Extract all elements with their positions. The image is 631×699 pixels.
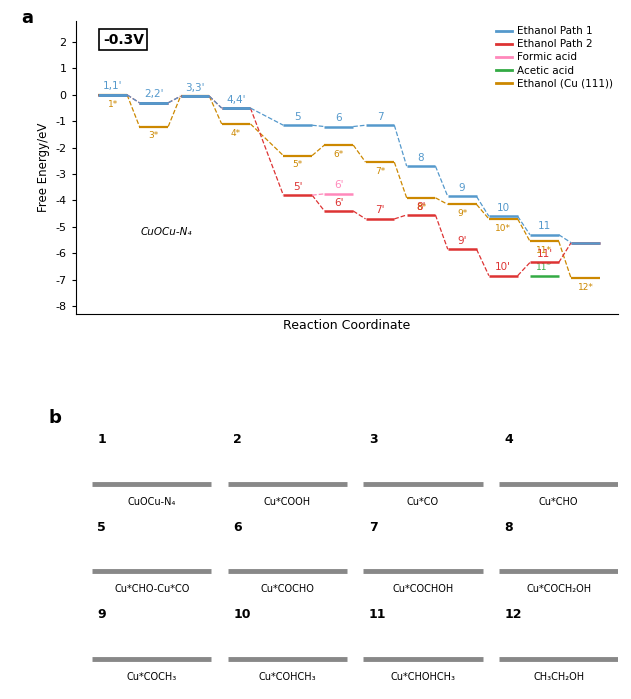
Text: Cu*CHO-Cu*CO: Cu*CHO-Cu*CO	[114, 584, 189, 594]
Text: 11': 11'	[536, 249, 553, 259]
Text: Cu*COOH: Cu*COOH	[264, 497, 311, 507]
Text: 10': 10'	[495, 262, 511, 272]
Text: 1,1': 1,1'	[103, 82, 122, 92]
Text: 6': 6'	[334, 180, 343, 190]
Text: 4*: 4*	[231, 129, 241, 138]
Text: Cu*COCH₂OH: Cu*COCH₂OH	[526, 584, 591, 594]
Text: 9: 9	[459, 183, 466, 193]
Text: CuOCu-N₄: CuOCu-N₄	[127, 497, 176, 507]
Text: b: b	[49, 410, 61, 427]
Text: 5: 5	[295, 112, 301, 122]
Text: 6: 6	[336, 113, 342, 123]
Text: 6': 6'	[334, 198, 343, 208]
Text: 2,2': 2,2'	[144, 89, 163, 99]
Text: 2: 2	[233, 433, 242, 446]
Text: Cu*CHO: Cu*CHO	[539, 497, 579, 507]
Text: 9: 9	[97, 608, 106, 621]
Text: Cu*COCHO: Cu*COCHO	[261, 584, 314, 594]
Legend: Ethanol Path 1, Ethanol Path 2, Formic acid, Acetic acid, Ethanol (Cu (111)): Ethanol Path 1, Ethanol Path 2, Formic a…	[497, 26, 613, 89]
Text: 11*: 11*	[536, 246, 552, 255]
Text: Cu*COCHOH: Cu*COCHOH	[392, 584, 454, 594]
Text: 6*: 6*	[334, 150, 344, 159]
Text: 3: 3	[369, 433, 377, 446]
Text: Cu*CHOHCH₃: Cu*CHOHCH₃	[391, 672, 456, 682]
Text: 6: 6	[233, 521, 242, 533]
Text: 10*: 10*	[495, 224, 511, 233]
Text: CH₃CH₂OH: CH₃CH₂OH	[533, 672, 584, 682]
Text: 8: 8	[418, 152, 425, 163]
Text: 11‴: 11‴	[536, 264, 553, 272]
Text: 9': 9'	[457, 236, 467, 246]
Text: 7': 7'	[375, 206, 385, 215]
Text: CuOCu-N₄: CuOCu-N₄	[141, 227, 192, 237]
Text: 7: 7	[369, 521, 377, 533]
Text: 8': 8'	[416, 201, 426, 212]
Text: 5: 5	[97, 521, 106, 533]
Text: Cu*COCH₃: Cu*COCH₃	[127, 672, 177, 682]
Text: 11: 11	[369, 608, 386, 621]
Text: 1: 1	[97, 433, 106, 446]
Text: 7*: 7*	[375, 167, 385, 176]
Text: -0.3V: -0.3V	[103, 33, 144, 47]
Text: 1*: 1*	[108, 100, 118, 108]
Text: 10: 10	[497, 203, 510, 213]
Text: 9*: 9*	[457, 209, 468, 218]
Text: 8: 8	[504, 521, 513, 533]
X-axis label: Reaction Coordinate: Reaction Coordinate	[283, 319, 411, 333]
Text: 12*: 12*	[577, 283, 593, 292]
Text: 8*: 8*	[416, 203, 426, 212]
Text: 3*: 3*	[149, 131, 159, 140]
Text: 11: 11	[538, 222, 551, 231]
Text: Cu*COHCH₃: Cu*COHCH₃	[259, 672, 316, 682]
Text: 4,4': 4,4'	[227, 94, 246, 105]
Text: 10: 10	[233, 608, 251, 621]
Text: 12: 12	[504, 608, 522, 621]
Text: 3,3': 3,3'	[185, 82, 204, 93]
Text: 5*: 5*	[293, 160, 303, 169]
Text: Cu*CO: Cu*CO	[407, 497, 439, 507]
Text: a: a	[21, 9, 33, 27]
Y-axis label: Free Energy/eV: Free Energy/eV	[37, 123, 50, 212]
Text: 5': 5'	[293, 182, 302, 192]
Text: 7: 7	[377, 112, 383, 122]
Text: 4: 4	[504, 433, 513, 446]
